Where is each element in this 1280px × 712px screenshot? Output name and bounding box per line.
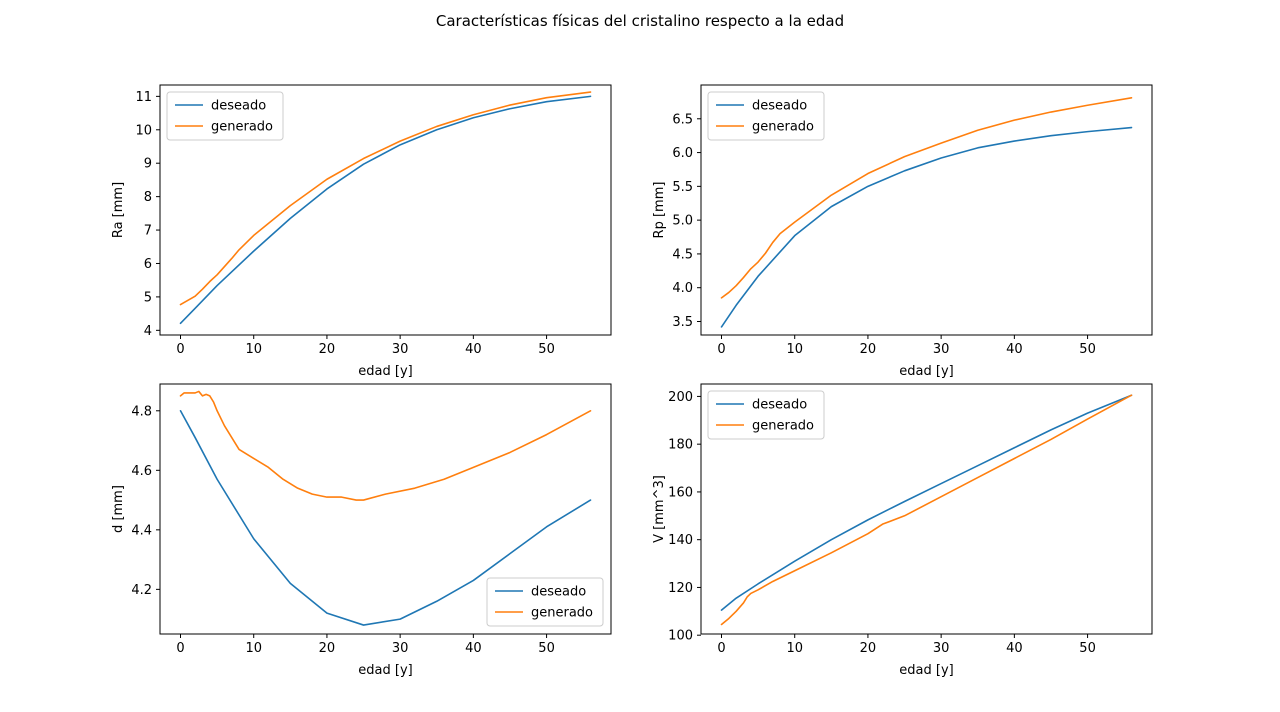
y-tick-label: 200 [668, 390, 693, 405]
legend-label-deseado: deseado [211, 99, 266, 114]
y-tick-label: 4 [144, 324, 152, 339]
x-tick-label: 20 [319, 342, 336, 357]
y-tick-label: 5 [144, 290, 152, 305]
y-tick-label: 8 [144, 190, 152, 205]
axes-frame [159, 383, 612, 635]
x-tick-label: 30 [392, 342, 409, 357]
figure-title: Características físicas del cristalino r… [436, 12, 844, 30]
y-tick-label: 120 [668, 581, 693, 596]
y-axis-label: Rp [mm] [652, 182, 667, 239]
x-axis-label: edad [y] [899, 663, 953, 678]
series-line-generado [720, 97, 1133, 299]
x-tick-label: 0 [176, 342, 184, 357]
x-tick-label: 40 [1006, 641, 1023, 656]
axes-frame [700, 84, 1153, 336]
y-tick-label: 4.2 [131, 583, 152, 598]
x-tick-label: 20 [860, 342, 877, 357]
x-tick-label: 40 [1006, 342, 1023, 357]
y-tick-label: 9 [144, 157, 152, 172]
x-tick-label: 50 [538, 641, 555, 656]
legend-label-deseado: deseado [752, 398, 807, 413]
y-tick-label: 11 [135, 90, 152, 105]
legend: deseado generado [166, 91, 284, 141]
x-tick-label: 40 [465, 342, 482, 357]
series-line-deseado [720, 394, 1133, 611]
x-tick-label: 10 [245, 641, 262, 656]
legend: deseado generado [707, 91, 825, 141]
y-tick-label: 7 [144, 224, 152, 239]
subplot-3: 0 10 20 30 40 50 4.2 4.4 4.6 4.8 edad [y] d [mm] des… [111, 383, 612, 678]
legend-label-deseado: deseado [752, 99, 807, 114]
y-tick-label: 180 [668, 438, 693, 453]
y-tick-label: 4.8 [131, 404, 152, 419]
legend-label-deseado: deseado [531, 585, 586, 600]
subplot-1: 0 10 20 30 40 50 4 5 6 7 8 9 10 11 edad [y] Ra [mm] dese… [111, 84, 612, 379]
series-line-generado [179, 91, 592, 306]
y-tick-label: 10 [135, 123, 152, 138]
y-tick-label: 5.5 [672, 180, 693, 195]
legend-label-generado: generado [211, 120, 273, 135]
x-tick-label: 40 [465, 641, 482, 656]
series-line-generado [179, 390, 592, 501]
x-tick-label: 30 [933, 342, 950, 357]
y-tick-label: 100 [668, 629, 693, 644]
series-line-deseado [179, 409, 592, 626]
x-tick-label: 20 [319, 641, 336, 656]
series-line-generado [720, 394, 1133, 626]
y-tick-label: 160 [668, 485, 693, 500]
y-axis-label: Ra [mm] [111, 182, 126, 238]
legend-box [486, 577, 604, 627]
x-tick-label: 30 [392, 641, 409, 656]
legend: deseado generado [707, 390, 825, 440]
x-tick-label: 30 [933, 641, 950, 656]
legend-box [707, 390, 825, 440]
y-tick-label: 4.6 [131, 464, 152, 479]
axes-frame [159, 84, 612, 336]
subplot-4: 0 10 20 30 40 50 100 120 140 160 180 200 edad [y] V [… [652, 383, 1153, 678]
x-tick-label: 10 [786, 641, 803, 656]
x-tick-label: 0 [717, 342, 725, 357]
axes-frame [700, 383, 1153, 635]
y-tick-label: 5.0 [672, 214, 693, 229]
y-tick-label: 140 [668, 533, 693, 548]
x-tick-label: 10 [786, 342, 803, 357]
x-tick-label: 50 [1079, 641, 1096, 656]
x-axis-label: edad [y] [899, 364, 953, 379]
legend-box [707, 91, 825, 141]
legend-label-generado: generado [752, 419, 814, 434]
x-tick-label: 20 [860, 641, 877, 656]
x-tick-label: 0 [717, 641, 725, 656]
legend-box [166, 91, 284, 141]
x-axis-label: edad [y] [358, 364, 412, 379]
y-tick-label: 4.5 [672, 247, 693, 262]
subplot-2: 0 10 20 30 40 50 3.5 4.0 4.5 5.0 5.5 6.0 6.5 edad [y]… [652, 84, 1153, 379]
legend: deseado generado [486, 577, 604, 627]
y-tick-label: 3.5 [672, 315, 693, 330]
y-tick-label: 4.0 [672, 281, 693, 296]
y-tick-label: 4.4 [131, 523, 152, 538]
y-axis-label: d [mm] [111, 485, 126, 533]
y-tick-label: 6.0 [672, 146, 693, 161]
y-tick-label: 6 [144, 257, 152, 272]
legend-label-generado: generado [752, 120, 814, 135]
y-axis-label: V [mm^3] [652, 475, 667, 543]
series-line-deseado [179, 95, 592, 325]
x-tick-label: 50 [538, 342, 555, 357]
legend-label-generado: generado [531, 606, 593, 621]
x-axis-label: edad [y] [358, 663, 412, 678]
x-tick-label: 0 [176, 641, 184, 656]
series-line-deseado [720, 126, 1133, 328]
x-tick-label: 10 [245, 342, 262, 357]
x-tick-label: 50 [1079, 342, 1096, 357]
y-tick-label: 6.5 [672, 112, 693, 127]
